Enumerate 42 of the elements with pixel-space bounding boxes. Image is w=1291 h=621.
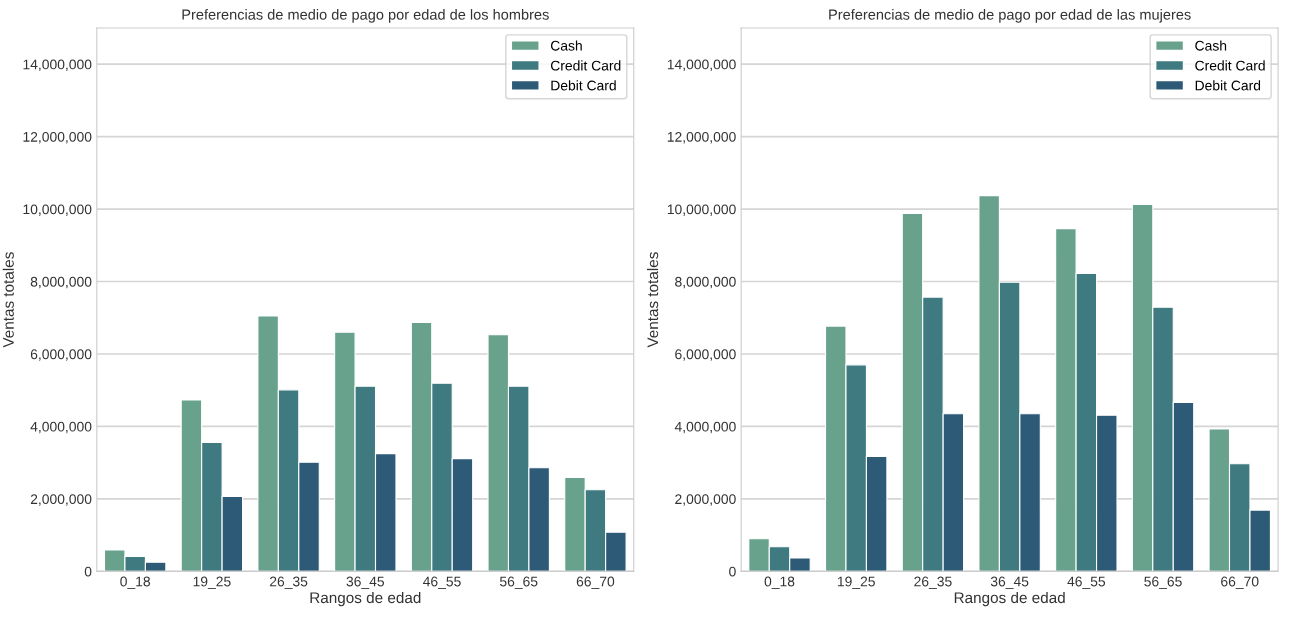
- x-axis-title: Rangos de edad: [954, 591, 1065, 607]
- legend-label: Cash: [550, 40, 582, 51]
- x-tick-label: 56_65: [1144, 576, 1182, 590]
- legend-label: Debit Card: [1195, 80, 1261, 91]
- chart-title: Preferencias de medio de pago por edad de las mujeres: [829, 9, 1191, 23]
- x-tick-label: 26_35: [269, 576, 308, 590]
- chart-title: Preferencias de medio de pago por edad de los hombres: [182, 9, 549, 23]
- legend-label: Cash: [1195, 40, 1227, 51]
- x-tick-label: 19_25: [837, 576, 875, 590]
- x-tick-label: 46_55: [1067, 576, 1106, 590]
- x-tick-label: 0_18: [120, 576, 151, 590]
- x-tick-label: 46_55: [423, 576, 461, 590]
- y-tick-label: 2,000,000: [675, 494, 736, 506]
- y-tick-label: 0: [84, 566, 92, 577]
- y-tick-label: 10,000,000: [667, 204, 736, 216]
- legend-label: Credit Card: [1195, 60, 1265, 71]
- y-tick-label: 12,000,000: [23, 131, 92, 144]
- y-tick-label: 14,000,000: [23, 59, 92, 71]
- x-axis-title: Rangos de edad: [310, 591, 421, 607]
- y-tick-label: 4,000,000: [674, 421, 736, 434]
- x-tick-label: 26_35: [914, 576, 952, 590]
- y-tick-label: 2,000,000: [30, 494, 92, 506]
- y-axis-title: Ventas totales: [646, 252, 659, 348]
- x-tick-label: 66_70: [576, 576, 615, 590]
- y-tick-label: 0: [729, 566, 736, 577]
- y-axis-title: Ventas totales: [2, 252, 14, 348]
- x-tick-label: 56_65: [499, 576, 538, 590]
- y-tick-label: 6,000,000: [30, 349, 92, 361]
- y-tick-label: 10,000,000: [23, 204, 92, 216]
- y-tick-label: 8,000,000: [30, 276, 92, 289]
- y-tick-label: 8,000,000: [675, 276, 736, 289]
- y-tick-label: 4,000,000: [30, 421, 92, 434]
- x-tick-label: 19_25: [193, 576, 231, 590]
- legend-label: Credit Card: [550, 60, 621, 71]
- legend-label: Debit Card: [551, 80, 616, 91]
- x-tick-label: 66_70: [1221, 576, 1259, 590]
- x-tick-label: 36_45: [346, 576, 385, 590]
- x-tick-label: 36_45: [990, 576, 1029, 590]
- y-tick-label: 6,000,000: [675, 349, 736, 361]
- y-tick-label: 12,000,000: [667, 131, 736, 144]
- y-tick-label: 14,000,000: [667, 59, 736, 71]
- x-tick-label: 0_18: [764, 576, 795, 590]
